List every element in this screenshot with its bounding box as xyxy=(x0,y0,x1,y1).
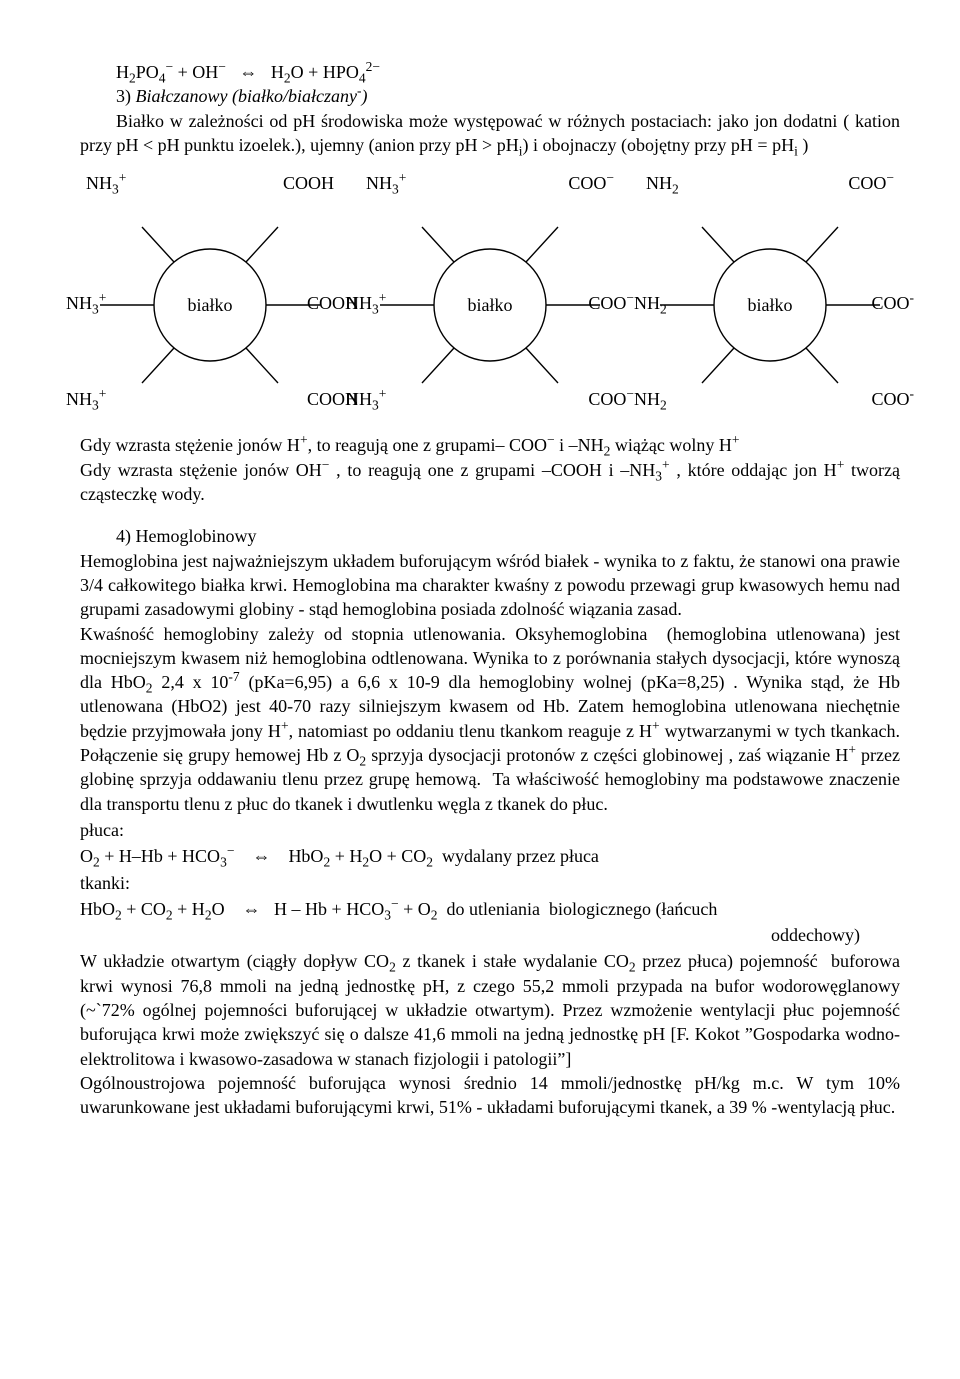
protein-center-label: białko xyxy=(748,293,793,317)
paragraph-hemoglobin-2: Kwaśność hemoglobiny zależy od stopnia u… xyxy=(80,622,900,816)
paragraph-capacity: Ogólnoustrojowa pojemność buforująca wyn… xyxy=(80,1071,900,1120)
pluca-label: płuca: xyxy=(80,818,900,842)
tkanki-label: tkanki: xyxy=(80,871,900,895)
label-right: COO− xyxy=(588,291,634,315)
label: COO− xyxy=(848,171,894,195)
paragraph-hemoglobin-1: Hemoglobina jest najważniejszym układem … xyxy=(80,549,900,622)
label: NH2 xyxy=(646,171,679,195)
section-3-title: 3) Białczanowy (białko/białczany-) xyxy=(80,84,900,108)
label-left: NH2 xyxy=(634,291,667,315)
header-cell-1: NH3+ COOH xyxy=(80,171,340,195)
equation-1: H2PO4− + OH− ⇔ H2O + HPO42− xyxy=(80,60,900,84)
header-cell-3: NH2 COO− xyxy=(640,171,900,195)
label-bl: NH2 xyxy=(634,387,667,411)
protein-diagram-row: białko NH3+ COOH NH3+ COOH białko NH3+ C… xyxy=(80,205,900,405)
equation-3b: oddechowy) xyxy=(80,923,900,947)
protein-center-label: białko xyxy=(468,293,513,317)
label-right: COO- xyxy=(871,291,914,315)
label-bl: NH3+ xyxy=(66,387,106,411)
equation-2: O2 + H–Hb + HCO3− ⇔ HbO2 + H2O + CO2 wyd… xyxy=(80,844,900,868)
equation-3: HbO2 + CO2 + H2O ⇔ H – Hb + HCO3− + O2 d… xyxy=(80,897,900,921)
protein-diagram-3: białko NH2 COO- NH2 COO- xyxy=(640,205,900,405)
header-cell-2: NH3+ COO− xyxy=(360,171,620,195)
section-4-title: 4) Hemoglobinowy xyxy=(80,524,900,548)
paragraph-reactions: Gdy wzrasta stężenie jonów H+, to reaguj… xyxy=(80,433,900,506)
label: COO− xyxy=(568,171,614,195)
label-left: NH3+ xyxy=(346,291,386,315)
protein-diagram-2: białko NH3+ COO− NH3+ COO− xyxy=(360,205,620,405)
label-br: COO− xyxy=(588,387,634,411)
label-br: COO- xyxy=(871,387,914,411)
label-bl: NH3+ xyxy=(346,387,386,411)
protein-center-label: białko xyxy=(188,293,233,317)
label: NH3+ xyxy=(86,171,126,195)
label: COOH xyxy=(283,171,334,195)
protein-diagram-1: białko NH3+ COOH NH3+ COOH xyxy=(80,205,340,405)
label-left: NH3+ xyxy=(66,291,106,315)
paragraph-protein-intro: Białko w zależności od pH środowiska moż… xyxy=(80,109,900,158)
paragraph-open-system: W układzie otwartym (ciągły dopływ CO2 z… xyxy=(80,949,900,1070)
diagram-header-row: NH3+ COOH NH3+ COO− NH2 COO− xyxy=(80,171,900,195)
label: NH3+ xyxy=(366,171,406,195)
